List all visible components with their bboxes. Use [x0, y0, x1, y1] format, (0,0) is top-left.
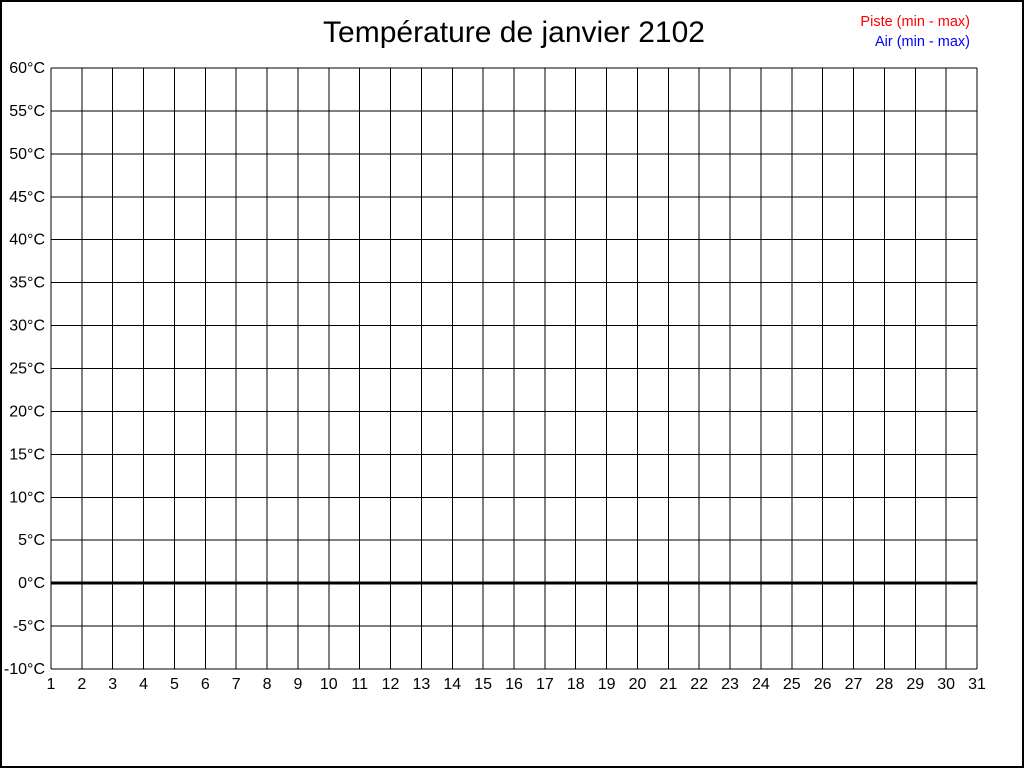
svg-text:25: 25: [783, 676, 801, 693]
svg-text:12: 12: [382, 676, 400, 693]
svg-text:24: 24: [752, 676, 770, 693]
svg-text:7: 7: [232, 676, 241, 693]
svg-text:20°C: 20°C: [9, 403, 45, 420]
svg-text:60°C: 60°C: [9, 60, 45, 77]
svg-text:15°C: 15°C: [9, 446, 45, 463]
svg-text:28: 28: [876, 676, 894, 693]
svg-text:19: 19: [598, 676, 616, 693]
svg-text:6: 6: [201, 676, 210, 693]
svg-text:35°C: 35°C: [9, 275, 45, 292]
svg-text:21: 21: [659, 676, 677, 693]
svg-text:11: 11: [351, 676, 368, 693]
svg-text:5°C: 5°C: [18, 532, 45, 549]
svg-text:27: 27: [845, 676, 863, 693]
svg-text:20: 20: [629, 676, 647, 693]
svg-text:4: 4: [139, 676, 148, 693]
svg-text:-10°C: -10°C: [4, 661, 45, 678]
svg-text:30°C: 30°C: [9, 318, 45, 335]
svg-text:22: 22: [690, 676, 708, 693]
svg-text:9: 9: [293, 676, 302, 693]
svg-text:40°C: 40°C: [9, 232, 45, 249]
svg-text:25°C: 25°C: [9, 361, 45, 378]
svg-text:17: 17: [536, 676, 554, 693]
svg-text:15: 15: [474, 676, 492, 693]
svg-text:23: 23: [721, 676, 739, 693]
svg-text:29: 29: [906, 676, 924, 693]
svg-text:30: 30: [937, 676, 955, 693]
svg-text:0°C: 0°C: [18, 575, 45, 592]
svg-text:13: 13: [413, 676, 431, 693]
svg-text:50°C: 50°C: [9, 146, 45, 163]
svg-text:3: 3: [108, 676, 117, 693]
svg-text:2: 2: [77, 676, 86, 693]
svg-text:26: 26: [814, 676, 832, 693]
svg-text:45°C: 45°C: [9, 189, 45, 206]
svg-text:-5°C: -5°C: [13, 618, 45, 635]
svg-text:10°C: 10°C: [9, 489, 45, 506]
svg-text:1: 1: [47, 676, 56, 693]
svg-text:18: 18: [567, 676, 585, 693]
svg-text:10: 10: [320, 676, 338, 693]
svg-text:31: 31: [968, 676, 986, 693]
svg-text:16: 16: [505, 676, 523, 693]
svg-text:55°C: 55°C: [9, 103, 45, 120]
svg-text:5: 5: [170, 676, 179, 693]
svg-text:14: 14: [443, 676, 461, 693]
svg-text:8: 8: [263, 676, 272, 693]
